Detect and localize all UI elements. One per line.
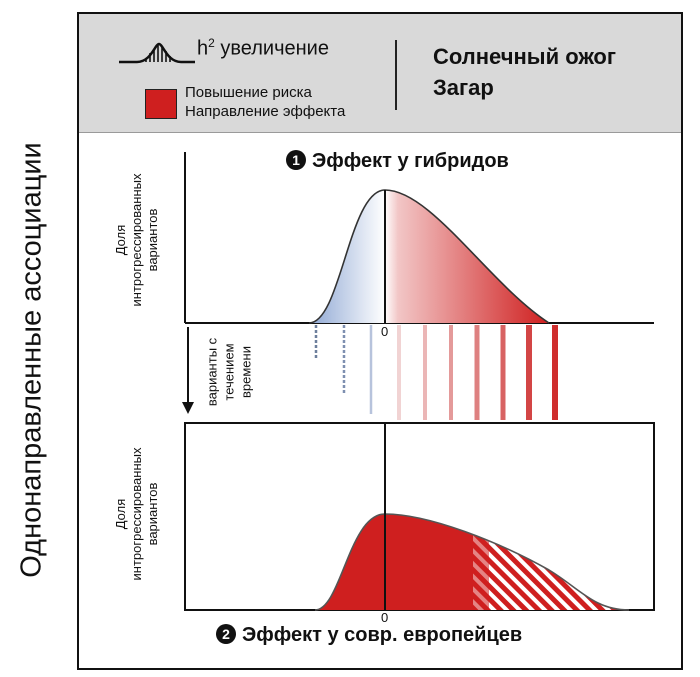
time-label-line-3: времени: [238, 346, 254, 398]
figure-side-title: Однонаправленные ассоциации: [12, 60, 52, 660]
variants-over-time-label: варианты с течением времени: [201, 322, 257, 422]
figure-frame: h2 увеличение Повышение риска Направлени…: [77, 12, 683, 670]
panel2-y-label: Доля интрогрессированных вариантов: [113, 434, 160, 594]
panel2-number-badge: 2: [216, 624, 236, 644]
panel1-distribution-fill-right: [385, 190, 549, 323]
time-label-line-1: варианты с: [204, 337, 220, 407]
panel1-y-label: Доля интрогрессированных вариантов: [113, 160, 160, 320]
time-label-line-2: течением: [221, 343, 237, 401]
panel1-title-text: Эффект у гибридов: [312, 150, 509, 172]
risk-line-2: Направление эффекта: [185, 103, 346, 120]
panel2-title-text: Эффект у совр. европейцев: [242, 624, 523, 646]
panel1-ylabel-line-1: Доля: [113, 224, 128, 256]
variant-bars: [314, 325, 558, 420]
panel2-title: 2 Эффект у совр. европейцев: [216, 624, 522, 647]
legend-h2-label: h2 увеличение: [197, 36, 329, 61]
legend-divider: [395, 40, 397, 110]
legend-band: h2 увеличение Повышение риска Направлени…: [79, 14, 681, 133]
panel2-ylabel-line-1: Доля: [113, 498, 128, 530]
time-arrow: [182, 327, 194, 414]
panel-europeans: [184, 422, 655, 611]
panel2-ylabel-line-3: вариантов: [145, 482, 160, 546]
diagram-canvas: [182, 152, 655, 611]
h2-text: увеличение: [214, 37, 329, 60]
side-title-text: Однонаправленные ассоциации: [15, 142, 48, 578]
trait-line-2: Загар: [433, 75, 494, 100]
trait-line-1: Солнечный ожог: [433, 44, 617, 69]
panel2-distribution-curve: [314, 513, 630, 611]
panel2-zero-tick: 0: [381, 610, 389, 625]
panel-hybrids: [184, 152, 654, 324]
risk-line-1: Повышение риска: [185, 84, 312, 101]
panel1-title: 1 Эффект у гибридов: [286, 150, 509, 173]
panel1-zero-tick: 0: [381, 324, 389, 339]
panel1-number-badge: 1: [286, 150, 306, 170]
panel1-ylabel-line-2: интрогрессированных: [129, 173, 144, 307]
down-arrow-icon: [182, 402, 194, 414]
risk-color-swatch: [145, 89, 177, 119]
h2-letter: h: [197, 37, 209, 60]
legend-risk-label: Повышение риска Направление эффекта: [185, 83, 345, 121]
panel1-ylabel-line-3: вариантов: [145, 208, 160, 272]
panel2-ylabel-line-2: интрогрессированных: [129, 447, 144, 581]
h2-increase-icon: [119, 42, 195, 64]
trait-names: Солнечный ожог Загар: [433, 41, 616, 103]
h2-superscript: 2: [208, 36, 215, 50]
